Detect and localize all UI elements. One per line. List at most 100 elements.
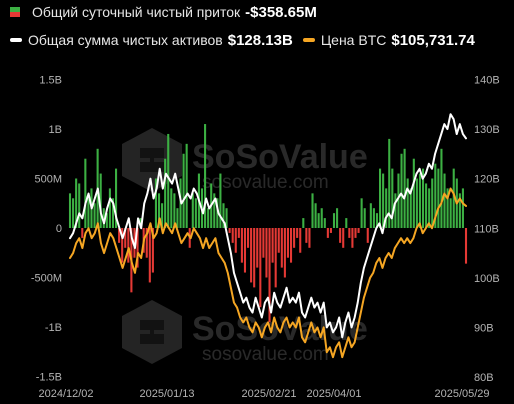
y-axis-right: 80B 90B 100B 110B 120B 130B 140B <box>474 75 500 385</box>
lines-group <box>69 113 467 359</box>
x-tick-3: 2025/04/01 <box>306 388 361 400</box>
flow-bar-110 <box>406 178 409 228</box>
flow-bar-22 <box>136 228 139 268</box>
flow-bar-106 <box>394 193 397 228</box>
flow-bar-50 <box>222 203 225 228</box>
flow-bar-78 <box>308 228 311 248</box>
flow-bar-125 <box>452 168 455 228</box>
flow-bar-85 <box>329 228 332 233</box>
btc-line-swatch-icon <box>302 38 315 42</box>
flow-bar-105 <box>391 168 394 228</box>
y-left-tick-2: -500M <box>31 273 62 285</box>
flow-bar-79 <box>311 193 314 228</box>
flow-bar-71 <box>286 228 289 258</box>
x-tick-4: 2025/05/29 <box>434 388 489 400</box>
y-left-tick-5: 1B <box>49 124 62 136</box>
flow-bar-95 <box>360 198 363 228</box>
flow-bar-40 <box>191 193 194 228</box>
flow-bar-89 <box>342 228 345 248</box>
flow-bar-83 <box>323 218 326 228</box>
flow-bar-92 <box>351 228 354 248</box>
flow-bar-11 <box>102 208 105 228</box>
flow-bar-0 <box>68 193 72 228</box>
watermark-brand: SoSoValue <box>192 138 368 176</box>
flow-bar-115 <box>421 168 425 228</box>
flow-bar-129 <box>464 228 468 264</box>
flow-bar-114 <box>418 173 421 228</box>
watermark-url: sosovalue.com <box>202 172 329 193</box>
flow-bar-96 <box>363 208 366 228</box>
flow-bar-26 <box>148 228 151 283</box>
flow-legend-value: -$358.65M <box>245 3 317 21</box>
flow-bar-29 <box>157 193 161 228</box>
btc-legend-label: Цена BTC <box>320 32 387 48</box>
flow-bar-49 <box>219 173 222 228</box>
y-right-tick-5: 130B <box>474 124 500 136</box>
flow-bar-2 <box>75 178 78 228</box>
flow-bar-82 <box>320 208 323 228</box>
flow-bar-45 <box>207 208 210 228</box>
flow-bar-60 <box>253 228 256 288</box>
flow-bar-116 <box>425 183 428 228</box>
flow-bar-59 <box>250 228 253 283</box>
flow-bar-94 <box>357 228 360 233</box>
legend-row-flow: Общий суточный чистый приток -$358.65M <box>10 2 317 22</box>
flow-bar-124 <box>449 198 452 228</box>
flow-legend-label: Общий суточный чистый приток <box>32 4 241 20</box>
flow-bar-5 <box>84 158 87 228</box>
flow-bar-51 <box>225 208 228 228</box>
flow-bar-34 <box>173 193 176 228</box>
legend-item-btc[interactable]: Цена BTC $105,731.74 <box>302 31 475 49</box>
flow-bar-98 <box>369 203 372 228</box>
flow-bar-66 <box>271 228 274 263</box>
flow-bar-25 <box>145 228 148 258</box>
flow-bar-77 <box>305 228 308 243</box>
y-right-tick-3: 110B <box>474 223 499 235</box>
flow-bar-81 <box>317 213 320 228</box>
flow-bar-65 <box>268 228 271 323</box>
flow-bar-31 <box>164 158 167 228</box>
x-tick-2: 2025/02/21 <box>241 388 296 400</box>
flow-bar-111 <box>409 188 412 228</box>
flow-bar-73 <box>293 228 296 248</box>
flow-bar-3 <box>78 183 81 228</box>
flow-bar-27 <box>151 228 154 273</box>
flow-bar-4 <box>81 228 84 238</box>
flow-bar-87 <box>336 208 339 228</box>
legend-item-assets[interactable]: Общая сумма чистых активов $128.13B <box>10 32 293 49</box>
flow-bar-63 <box>262 228 265 258</box>
flow-bar-48 <box>216 198 219 228</box>
flow-bar-30 <box>161 203 164 228</box>
flow-bar-32 <box>167 133 170 228</box>
y-left-tick-4: 500M <box>34 174 62 186</box>
flow-bar-35 <box>176 208 179 228</box>
y-right-tick-1: 90B <box>474 322 494 334</box>
flow-bar-80 <box>314 203 317 228</box>
btc-legend-value: $105,731.74 <box>391 31 475 49</box>
flow-bar-86 <box>332 213 336 228</box>
flow-bar-19 <box>127 228 130 263</box>
flow-bar-69 <box>280 228 283 268</box>
flow-bar-18 <box>124 228 127 248</box>
flow-bar-102 <box>382 173 385 228</box>
flow-bar-10 <box>99 173 102 228</box>
flow-bar-93 <box>354 228 357 238</box>
flow-bar-112 <box>412 158 415 228</box>
y-right-tick-4: 120B <box>474 174 500 186</box>
flow-bar-54 <box>234 228 237 253</box>
y-axis-left: -1.5B -1B -500M 0 500M 1B 1.5B <box>31 75 62 384</box>
flow-bar-55 <box>237 228 240 238</box>
flow-bar-56 <box>240 228 243 263</box>
flow-bar-13 <box>108 188 111 228</box>
flow-bar-8 <box>93 203 96 228</box>
y-left-tick-3: 0 <box>56 223 62 235</box>
flow-bar-104 <box>388 138 391 228</box>
flow-bar-12 <box>105 213 108 228</box>
flow-bar-90 <box>345 218 348 228</box>
flow-bar-72 <box>289 228 293 263</box>
flow-bar-38 <box>185 143 188 228</box>
flow-bar-128 <box>461 188 464 228</box>
flow-bar-107 <box>397 173 400 228</box>
y-left-tick-6: 1.5B <box>39 75 62 87</box>
